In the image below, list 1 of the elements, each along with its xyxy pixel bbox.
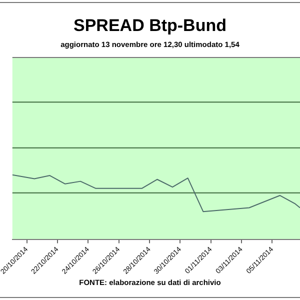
chart-title: SPREAD Btp-Bund [72,16,228,36]
